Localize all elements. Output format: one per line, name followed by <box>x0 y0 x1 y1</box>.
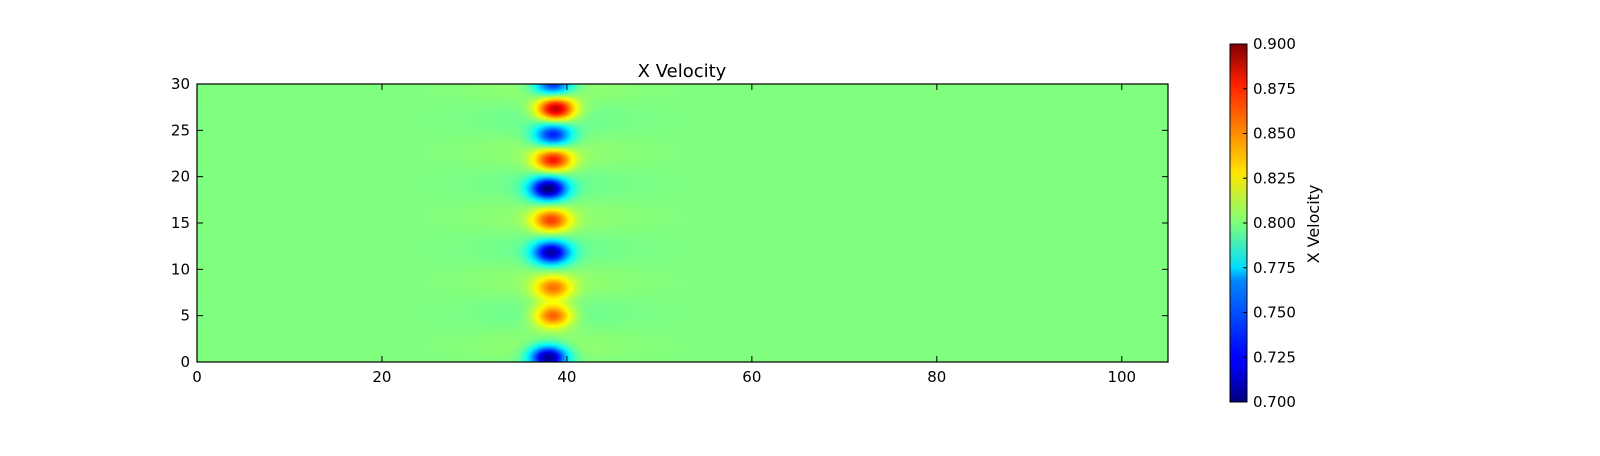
x-tick-label: 100 <box>1107 368 1136 386</box>
colorbar-tick-label: 0.850 <box>1253 125 1296 143</box>
y-tick-label: 0 <box>180 353 190 371</box>
colorbar-tick-label: 0.775 <box>1253 259 1296 277</box>
colorbar-tick-label: 0.750 <box>1253 304 1296 322</box>
colorbar-tick-label: 0.825 <box>1253 169 1296 187</box>
y-tick-label: 10 <box>171 260 190 278</box>
colorbar-tick-label: 0.725 <box>1253 348 1296 366</box>
x-tick-label: 20 <box>372 368 391 386</box>
colorbar-tick-label: 0.800 <box>1253 214 1296 232</box>
x-tick-label: 40 <box>557 368 576 386</box>
colorbar-label: X Velocity <box>1304 185 1323 264</box>
colorbar-tick-label: 0.900 <box>1253 35 1296 53</box>
colorbar-axis: 0.700 0.725 0.750 0.775 0.800 0.825 0.850 0.875… <box>1243 35 1296 411</box>
colorbar-tick-label: 0.875 <box>1253 80 1296 98</box>
y-tick-label: 15 <box>171 214 190 232</box>
chart-title: X Velocity <box>638 61 727 82</box>
x-axis: 0 20 40 60 80 100 <box>192 84 1136 386</box>
x-tick-label: 0 <box>192 368 202 386</box>
y-axis: 0 5 10 15 20 25 30 <box>171 75 1168 371</box>
heatmap-image <box>197 84 1168 362</box>
y-tick-label: 25 <box>171 121 190 139</box>
x-tick-label: 60 <box>742 368 761 386</box>
y-tick-label: 20 <box>171 168 190 186</box>
colorbar-tick-label: 0.700 <box>1253 393 1296 411</box>
y-tick-label: 5 <box>180 307 190 325</box>
x-tick-label: 80 <box>927 368 946 386</box>
y-tick-label: 30 <box>171 75 190 93</box>
